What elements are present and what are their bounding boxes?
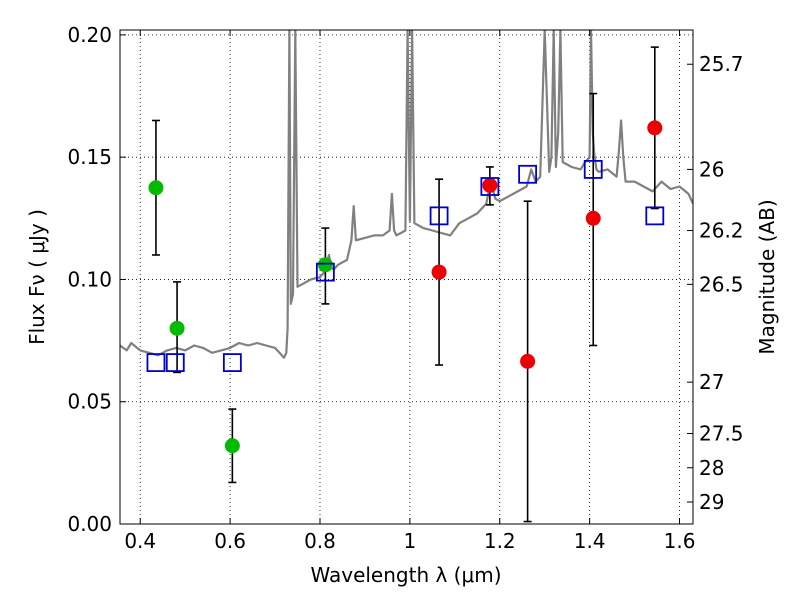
y-right-tick-label: 28 [699, 456, 724, 480]
y-axis-right-label: Magnitude (AB) [755, 199, 779, 354]
y-tick-label: 0.05 [67, 390, 112, 414]
x-tick-label: 1.4 [574, 529, 606, 553]
y-right-tick-label: 27 [699, 370, 724, 394]
tick-labels: 0.4 0.6 0.8 1 1.2 1.4 1.6 0.00 0.05 0.10 0.15 0.20 2… [67, 23, 743, 553]
x-tick-label: 1.6 [664, 529, 696, 553]
y-right-tick-label: 26.5 [699, 272, 744, 296]
blue-squares-point [146, 353, 166, 372]
x-axis-label: Wavelength λ (μm) [310, 563, 501, 587]
blue-squares-point [429, 206, 449, 226]
y-axis-label: Flux Fν ( μJy ) [25, 209, 49, 345]
green-points-point [224, 438, 240, 454]
y-right-tick-label: 26.2 [699, 219, 744, 243]
y-tick-label: 0.15 [67, 145, 112, 169]
y-tick-label: 0.10 [67, 267, 112, 291]
blue-squares-point [315, 262, 335, 282]
y-right-tick-label: 25.7 [699, 52, 744, 76]
blue-squares-point [480, 177, 500, 196]
y-tick-label: 0.00 [67, 512, 112, 536]
plot-frame [119, 29, 694, 525]
y-tick-label: 0.20 [67, 23, 112, 47]
blue-squares-point [222, 353, 242, 372]
y-right-tick-label: 29 [699, 490, 724, 514]
red-points-point [585, 210, 601, 226]
blue-squares-point [583, 159, 603, 179]
green-points-point [317, 257, 333, 273]
red-points-point [431, 264, 447, 280]
ticks [120, 30, 693, 525]
green-points-point [169, 320, 185, 336]
y-right-tick-label: 27.5 [699, 422, 744, 446]
red-points-point [647, 120, 663, 136]
x-tick-label: 0.6 [214, 529, 246, 553]
x-tick-label: 1 [404, 529, 417, 553]
y-right-tick-label: 26 [699, 157, 724, 181]
x-tick-label: 0.8 [304, 529, 336, 553]
red-points-point [520, 353, 536, 369]
x-tick-label: 0.4 [124, 529, 156, 553]
blue-squares-point [518, 164, 538, 184]
blue-squares-point [165, 353, 185, 372]
red-points-point [482, 177, 498, 193]
blue-squares-point [645, 206, 665, 226]
x-tick-label: 1.2 [484, 529, 516, 553]
points-layer [146, 46, 665, 523]
green-points-point [148, 180, 164, 196]
